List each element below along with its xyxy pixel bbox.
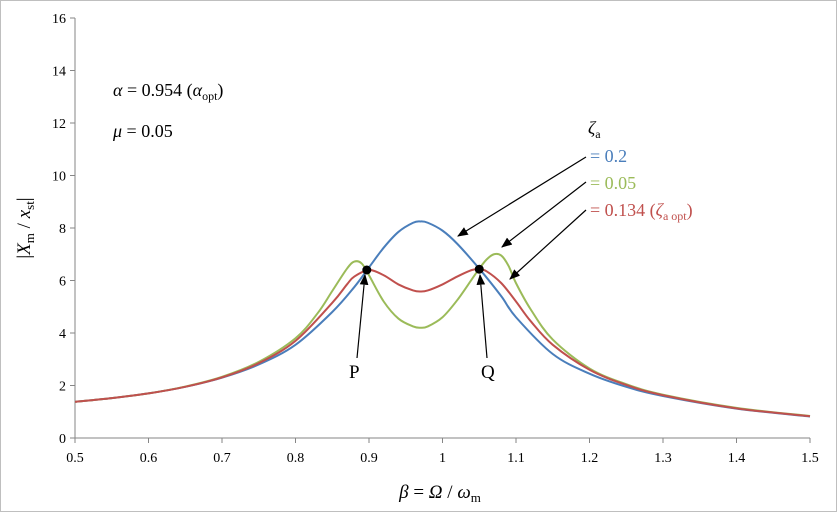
fixed-point-p (362, 265, 372, 275)
y-tick-label: 4 (59, 327, 66, 342)
series-layer (74, 220, 811, 418)
x-tick-label: 0.7 (213, 451, 231, 466)
point-p-arrow (356, 273, 369, 359)
series-line-green (74, 252, 811, 417)
x-tick-label: 1.3 (654, 451, 672, 466)
legend-arrow-green (501, 181, 587, 248)
x-axis-title: β = Ω / ωm (398, 482, 481, 505)
x-tick-label: 1 (439, 451, 446, 466)
point-p-label: P (349, 362, 360, 383)
y-tick-label: 14 (52, 65, 66, 80)
x-tick-label: 0.8 (287, 451, 305, 466)
legend-arrow-red (509, 209, 587, 280)
y-tick-label: 8 (59, 222, 66, 237)
y-tick-label: 0 (59, 432, 66, 447)
x-tick-label: 1.1 (507, 451, 525, 466)
y-tick-label: 6 (59, 275, 66, 290)
alpha-annotation: α = 0.954 (αopt) (113, 80, 223, 103)
mu-annotation: μ = 0.05 (112, 121, 173, 141)
x-tick-label: 1.5 (801, 451, 819, 466)
legend-entry-1: = 0.05 (590, 173, 636, 193)
x-tick-label: 1.2 (581, 451, 599, 466)
series-line-red (74, 268, 811, 418)
x-tick-label: 0.6 (140, 451, 158, 466)
y-tick-label: 2 (59, 380, 66, 395)
y-axis-title: |Xm / xst| (14, 197, 37, 258)
legend-entry-0: = 0.2 (590, 146, 627, 166)
fixed-point-q (474, 264, 484, 274)
axes: 0.5 0.6 0.7 0.8 0.9 1 1.1 1.2 1.3 1.4 1.5 0 2 4 6 8 10 12… (52, 12, 819, 466)
points-layer (362, 264, 484, 275)
point-q-label: Q (481, 362, 495, 383)
y-tick-label: 10 (52, 170, 66, 185)
point-q-arrow (476, 273, 488, 359)
legend-entry-2: = 0.134 (ζa opt) (590, 200, 693, 223)
x-tick-label: 0.5 (66, 451, 84, 466)
x-tick-label: 1.4 (728, 451, 746, 466)
legend-arrow-blue (457, 156, 587, 237)
y-tick-label: 16 (52, 12, 66, 27)
x-tick-label: 0.9 (360, 451, 378, 466)
legend-title: ζa (588, 118, 601, 141)
y-tick-label: 12 (52, 117, 66, 132)
